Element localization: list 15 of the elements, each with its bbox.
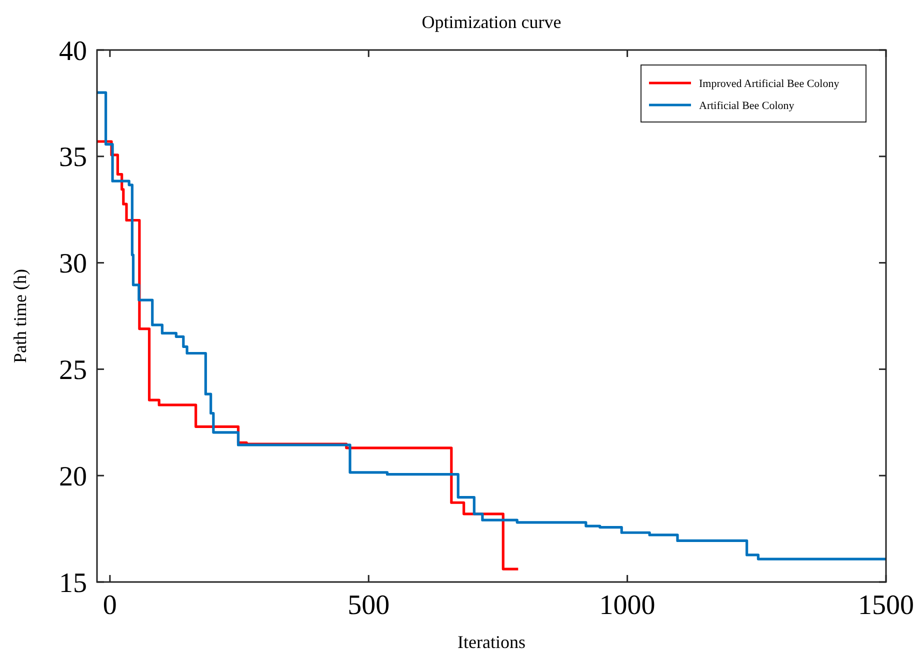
legend-label: Improved Artificial Bee Colony bbox=[699, 78, 840, 90]
y-tick-label: 35 bbox=[59, 142, 87, 174]
y-tick-label: 40 bbox=[59, 36, 87, 67]
x-tick-label: 1500 bbox=[858, 590, 914, 621]
y-tick-label: 15 bbox=[59, 568, 87, 599]
x-axis-title: Iterations bbox=[458, 632, 526, 652]
chart-title: Optimization curve bbox=[422, 12, 562, 32]
x-tick-label: 500 bbox=[348, 590, 390, 621]
x-tick-label: 0 bbox=[102, 590, 117, 621]
y-tick-label: 25 bbox=[59, 355, 87, 386]
y-tick-label: 20 bbox=[59, 461, 87, 492]
x-tick-label: 1000 bbox=[599, 590, 656, 621]
y-axis-title: Path time (h) bbox=[10, 269, 30, 363]
legend-label: Artificial Bee Colony bbox=[699, 100, 795, 112]
y-tick-label: 30 bbox=[59, 248, 87, 280]
